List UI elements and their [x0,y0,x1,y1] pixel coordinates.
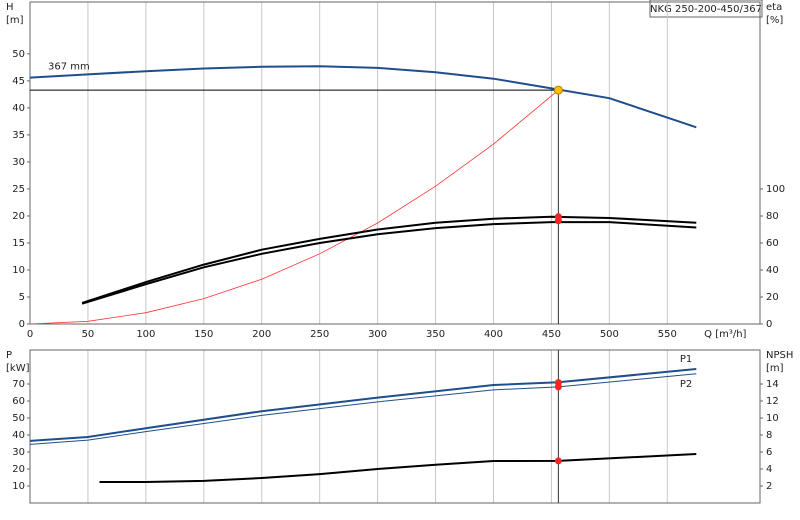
duty-p-point [554,383,562,391]
y-tick-label: 35 [12,130,25,141]
y2-tick-label: 60 [766,238,779,249]
y-tick-label: 10 [12,265,25,276]
y-tick-label: 45 [12,76,25,87]
y2-tick-label: 100 [766,184,785,195]
curve [29,65,697,129]
y-tick-label: 30 [12,157,25,168]
y-tick-label: 20 [12,464,25,475]
x-tick-label: 550 [658,329,677,340]
legend-label: P2 [680,379,692,390]
y-axis-label: H [6,2,14,13]
curve [81,221,697,305]
x-tick-label: 50 [82,329,95,340]
y-tick-label: 0 [19,319,25,330]
y2-tick-label: 6 [766,447,772,458]
y2-tick-label: 80 [766,211,779,222]
duty-npsh-point [554,457,562,465]
y-tick-label: 5 [19,292,25,303]
y2-axis-unit: [%] [766,15,783,26]
y-tick-label: 25 [12,184,25,195]
y2-tick-label: 4 [766,464,772,475]
x-tick-label: 500 [600,329,619,340]
curve [29,373,697,445]
y-tick-label: 70 [12,379,25,390]
y-tick-label: 50 [12,413,25,424]
x-tick-label: 250 [310,329,329,340]
x-tick-label: 300 [368,329,387,340]
x-tick-label: 350 [426,329,445,340]
y2-tick-label: 20 [766,292,779,303]
y-tick-label: 50 [12,49,25,60]
x-tick-label: 0 [27,329,33,340]
y2-tick-label: 0 [766,319,772,330]
x-tick-label: 400 [484,329,503,340]
y-tick-label: 10 [12,481,25,492]
duty-point [553,85,563,95]
legend-label: P1 [680,354,692,365]
plot-frame [29,1,761,325]
chart-title: NKG 250-200-450/367 [650,4,762,15]
y2-axis-label: eta [766,2,782,13]
x-tick-label: 200 [252,329,271,340]
y-tick-label: 40 [12,430,25,441]
y-axis-unit: [m] [6,15,24,26]
curve [81,215,697,304]
y2-tick-label: 12 [766,396,779,407]
y2-axis-label: NPSH [766,350,793,361]
y-tick-label: 30 [12,447,25,458]
curve [29,368,697,442]
x-tick-label: 450 [542,329,561,340]
curve-annotation: 367 mm [48,62,90,73]
curve [99,453,697,483]
y2-tick-label: 8 [766,430,772,441]
x-tick-label: 100 [136,329,155,340]
y-axis-unit: [kW] [6,363,30,374]
title-box [649,0,763,18]
y2-axis-unit: [m] [766,363,784,374]
x-axis-label: Q [m³/h] [704,329,746,340]
y2-tick-label: 40 [766,265,779,276]
curve [29,89,559,325]
duty-eta-point [554,217,562,225]
y2-tick-label: 14 [766,379,779,390]
y2-tick-label: 10 [766,413,779,424]
y-tick-label: 60 [12,396,25,407]
x-tick-label: 150 [194,329,213,340]
plot-frame [29,349,761,504]
y-tick-label: 40 [12,103,25,114]
y-axis-label: P [6,350,12,361]
y2-tick-label: 2 [766,481,772,492]
y-tick-label: 15 [12,238,25,249]
y-tick-label: 20 [12,211,25,222]
